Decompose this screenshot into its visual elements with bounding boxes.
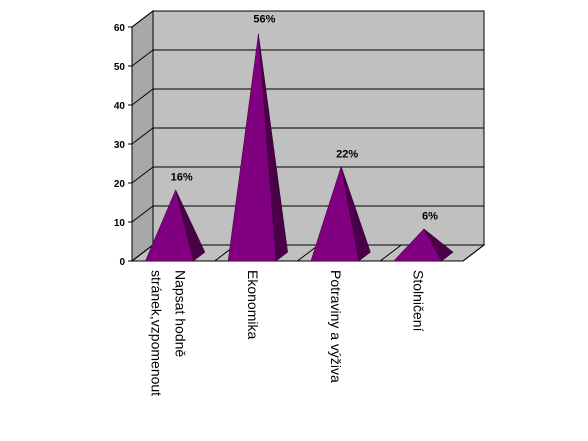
gridline-side <box>131 49 154 67</box>
gridline-side <box>131 205 154 223</box>
pyramid-front-face <box>144 189 194 262</box>
gridline-side <box>131 10 154 28</box>
x-category-label: stránek,vzpomenout <box>148 270 164 396</box>
gridline-side <box>131 127 154 145</box>
x-category-label: Potraviny a výživa <box>328 270 344 383</box>
data-label: 16% <box>171 172 193 184</box>
y-tick-label: 50 <box>114 62 126 73</box>
y-tick-label: 40 <box>114 101 126 112</box>
data-label: 6% <box>422 211 438 223</box>
x-category-label: Napsat hodně <box>172 270 188 357</box>
floor-divider <box>379 244 402 262</box>
gridline-side <box>131 166 154 184</box>
gridline-side <box>131 88 154 106</box>
floor-divider <box>131 244 154 262</box>
y-tick-label: 0 <box>119 257 125 268</box>
y-tick-label: 20 <box>114 179 126 190</box>
x-category-label: Stolničení <box>411 270 427 332</box>
pyramid-front-face <box>393 228 443 262</box>
data-label: 56% <box>253 14 275 26</box>
pyramid-front-face <box>310 166 360 262</box>
y-tick-label: 30 <box>114 140 126 151</box>
y-tick-label: 10 <box>114 218 126 229</box>
y-tick-label: 60 <box>114 23 126 34</box>
x-category-label: Ekonomika <box>245 270 261 339</box>
pyramid-front-face <box>227 33 277 262</box>
data-label: 22% <box>336 148 358 160</box>
floor-divider <box>462 244 485 262</box>
